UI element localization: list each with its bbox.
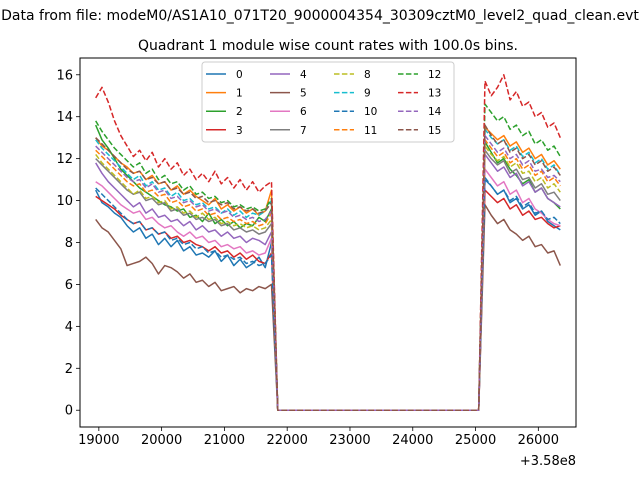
x-tick-label: 25000 — [455, 433, 496, 448]
legend-label-6: 6 — [300, 106, 307, 118]
series-line-15 — [95, 124, 561, 411]
legend-box — [201, 61, 455, 143]
x-tick-label: 26000 — [518, 433, 559, 448]
figure-suptitle: Data from file: modeM0/AS1A10_071T20_900… — [1, 8, 639, 24]
x-tick-label: 23000 — [329, 433, 370, 448]
series-line-7 — [95, 149, 561, 411]
x-tick-label: 24000 — [392, 433, 433, 448]
y-tick-label: 2 — [65, 362, 73, 377]
y-axis: 0 2 4 6 8 10 12 14 16 — [56, 68, 80, 419]
legend-label-0: 0 — [236, 69, 243, 81]
legend-label-4: 4 — [300, 69, 307, 81]
legend-label-8: 8 — [364, 69, 371, 81]
legend-label-11: 11 — [364, 125, 377, 137]
series-line-5 — [95, 204, 561, 411]
series-line-3 — [95, 189, 561, 411]
series-line-1 — [95, 126, 561, 411]
legend-label-7: 7 — [300, 125, 307, 137]
legend-label-3: 3 — [236, 125, 243, 137]
x-tick-label: 20000 — [141, 433, 182, 448]
x-tick-label: 22000 — [267, 433, 308, 448]
x-tick-label: 21000 — [204, 433, 245, 448]
x-offset-label: +3.58e8 — [520, 454, 576, 469]
legend-label-13: 13 — [428, 88, 441, 100]
x-tick-label: 19000 — [78, 433, 119, 448]
series-line-9 — [95, 128, 561, 411]
y-tick-label: 8 — [65, 236, 73, 251]
series-layer — [95, 74, 561, 411]
y-tick-label: 16 — [56, 68, 73, 83]
series-line-4 — [95, 153, 561, 411]
y-tick-label: 0 — [65, 404, 73, 419]
y-tick-label: 10 — [56, 194, 73, 209]
y-tick-label: 14 — [56, 110, 73, 125]
y-tick-label: 4 — [65, 320, 73, 335]
y-tick-label: 12 — [56, 152, 73, 167]
legend-label-10: 10 — [364, 106, 377, 118]
series-line-2 — [95, 124, 561, 411]
legend-label-2: 2 — [236, 106, 243, 118]
legend-label-12: 12 — [428, 69, 441, 81]
legend-label-14: 14 — [428, 106, 442, 118]
legend-label-1: 1 — [236, 88, 243, 100]
y-tick-label: 6 — [65, 278, 73, 293]
series-line-10 — [95, 176, 561, 411]
legend-label-15: 15 — [428, 125, 441, 137]
x-axis: 19000 20000 21000 22000 23000 24000 25000 26000 — [78, 427, 559, 448]
chart-title: Quadrant 1 module wise count rates with … — [138, 38, 518, 54]
series-line-11 — [95, 139, 561, 411]
legend-label-5: 5 — [300, 88, 307, 100]
legend-label-9: 9 — [364, 88, 371, 100]
